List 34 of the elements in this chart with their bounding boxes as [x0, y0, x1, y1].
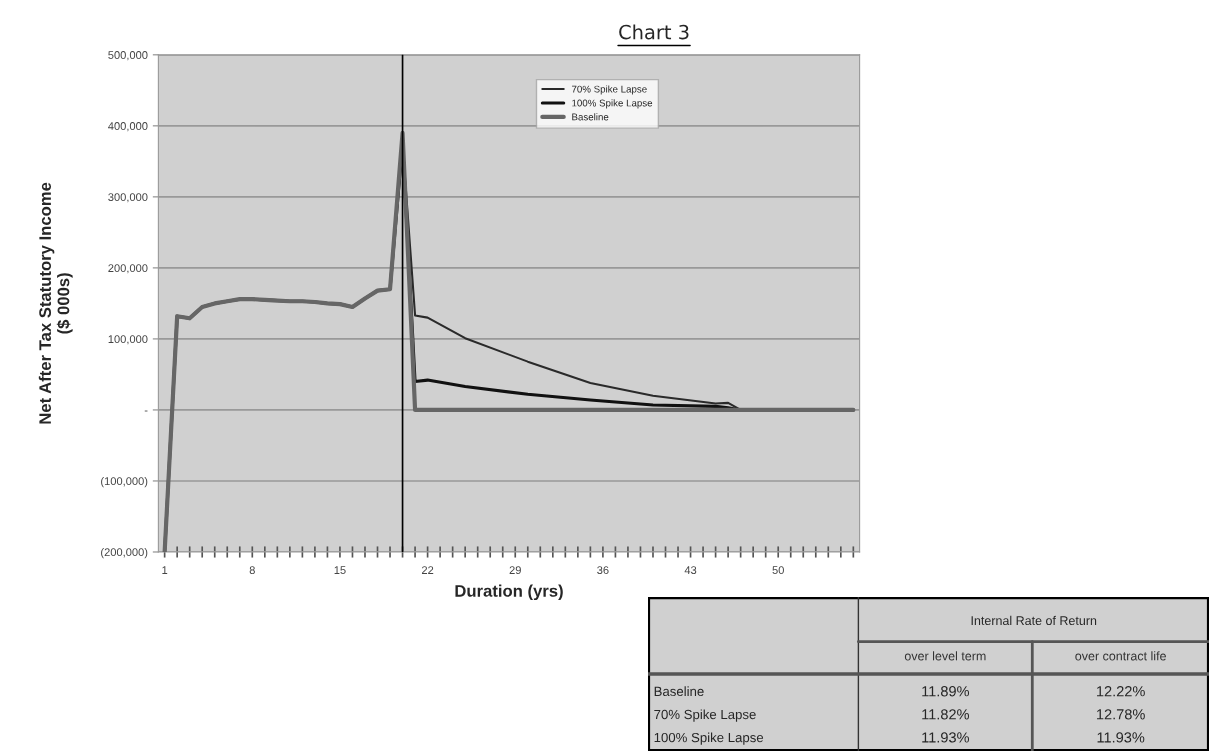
- text: 12.22%: [1097, 686, 1145, 697]
- x-tick-label: 36: [597, 566, 609, 575]
- x-tick-label: 8: [249, 566, 255, 575]
- x-tick-label: 29: [509, 566, 521, 575]
- x-tick-label: 50: [772, 566, 784, 575]
- text: 100% Spike Lapse: [654, 732, 764, 745]
- text: 11.89%: [922, 686, 970, 697]
- y-tick-label: 100,000: [108, 335, 148, 345]
- y-tick-label: (200,000): [101, 547, 148, 559]
- legend-label: Baseline: [572, 113, 609, 121]
- x-tick-label: 22: [421, 566, 434, 574]
- y-tick-label: 500,000: [108, 51, 148, 61]
- x-tick-label: 43: [684, 566, 697, 575]
- y-tick-label: -: [144, 410, 148, 412]
- x-tick-label: 15: [334, 566, 346, 575]
- legend-label: 70% Spike Lapse: [571, 85, 647, 95]
- y-tick-label: 200,000: [108, 264, 148, 274]
- text: 11.93%: [922, 732, 970, 743]
- legend-label: 100% Spike Lapse: [572, 99, 653, 109]
- x-axis-title: Duration (yrs): [455, 584, 563, 601]
- y-axis-title: Net After Tax Statutory Income ($ 000s): [38, 182, 73, 424]
- y-tick-label: (100,000): [101, 476, 148, 488]
- text: over level term: [904, 651, 986, 661]
- text: Internal Rate of Return: [971, 615, 1097, 626]
- chart-title: Chart 3: [619, 24, 689, 40]
- text: 12.78%: [1097, 709, 1145, 720]
- x-tick-label: 1: [162, 566, 168, 574]
- text: over contract life: [1075, 651, 1166, 661]
- text: 11.93%: [1097, 732, 1145, 743]
- y-tick-label: 400,000: [108, 122, 148, 132]
- text: Baseline: [654, 686, 704, 697]
- text: 70% Spike Lapse: [654, 709, 756, 722]
- text: 11.82%: [922, 709, 970, 720]
- y-tick-label: 300,000: [108, 193, 148, 203]
